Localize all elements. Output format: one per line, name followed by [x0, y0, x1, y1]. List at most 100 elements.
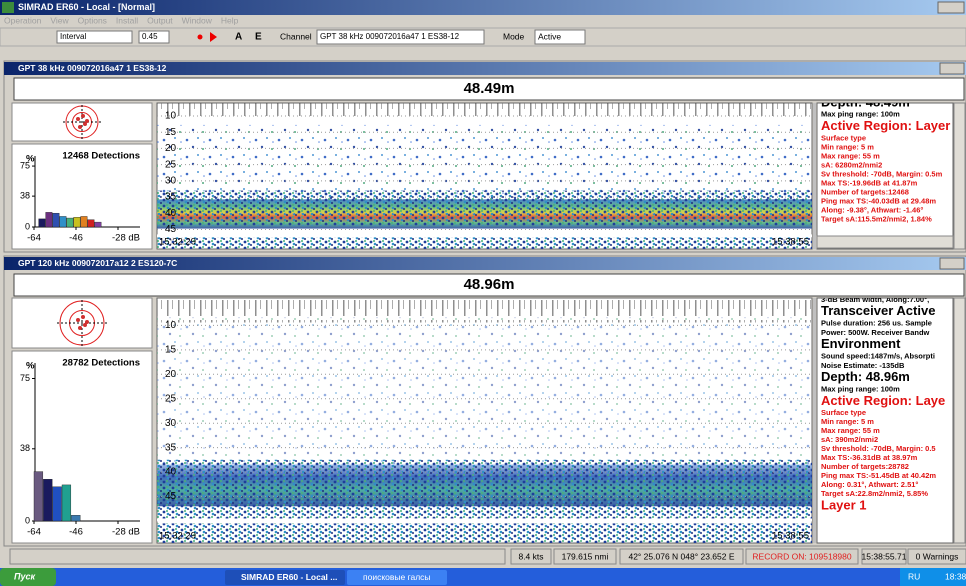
- target-dot: [85, 119, 89, 123]
- page: SIMRAD ER60 - Local - [Normal] Operation V…: [0, 0, 966, 586]
- interval-value: 0.45: [142, 32, 158, 41]
- window-title: SIMRAD ER60 - Local - [Normal]: [18, 2, 155, 12]
- depth-tick-label: 45: [165, 491, 177, 502]
- toolbar-button[interactable]: A: [235, 32, 242, 43]
- surface-echo: [157, 103, 812, 118]
- task-label: поисковые галсы: [363, 572, 431, 582]
- info-line: Along: 0.31°, Athwart: 2.51°: [821, 480, 918, 489]
- target-dot: [85, 320, 89, 324]
- echo-layer-texture: [157, 460, 812, 519]
- histogram-bar: [53, 213, 60, 227]
- depth-tick-label: 45: [165, 224, 177, 235]
- info-line: Target sA:115.5m2/nmi2, 1.84%: [821, 214, 932, 223]
- histogram-bar: [88, 220, 95, 227]
- channel: GPT 38 kHz 009072016a47 1 ES38-12: [320, 32, 460, 41]
- depth-tick-label: 35: [165, 192, 177, 203]
- subwindow-buttons[interactable]: [940, 258, 964, 269]
- window-buttons[interactable]: [938, 2, 964, 13]
- menu-item[interactable]: Operation: [4, 15, 42, 25]
- info-line: Number of targets:12468: [821, 187, 909, 196]
- task-label: SIMRAD ER60 - Local ...: [241, 572, 337, 582]
- record-button[interactable]: [198, 35, 203, 40]
- info-line: Min range: 5 m: [821, 142, 874, 151]
- histogram-bar: [95, 222, 102, 227]
- target-dot: [78, 326, 82, 330]
- x-tick-label: -64: [27, 527, 41, 538]
- depth-tick-label: 15: [165, 127, 177, 138]
- histogram-box: [12, 351, 152, 543]
- menu-item[interactable]: View: [50, 15, 69, 25]
- x-tick-label: -28 dB: [112, 527, 140, 538]
- histogram-bar: [43, 479, 52, 521]
- y-tick-label: 75: [20, 373, 30, 383]
- info-line: Ping max TS:-51.45dB at 40.42m: [821, 471, 936, 480]
- status-text: 8.4 kts: [518, 551, 543, 561]
- status-text: 0 Warnings: [916, 551, 959, 561]
- echo-speckle: [157, 318, 812, 477]
- target-dot: [76, 318, 80, 322]
- menu-item[interactable]: Options: [78, 15, 107, 25]
- info-line: Environment: [821, 336, 901, 351]
- info-hscrollbar[interactable]: [817, 236, 953, 248]
- depth-readout: 48.96m: [464, 276, 515, 293]
- target-dot: [81, 315, 85, 319]
- histogram-bar: [53, 487, 62, 521]
- end-time: 15:38:55: [772, 237, 809, 248]
- subwindow-buttons[interactable]: [940, 63, 964, 74]
- app-icon: [2, 2, 14, 13]
- info-line: Sound speed:1487m/s, Absorpti: [821, 351, 935, 360]
- menu-item[interactable]: Install: [116, 15, 138, 25]
- depth-tick-label: 30: [165, 176, 177, 187]
- bottom-line: [157, 519, 812, 522]
- bottom-echo: [157, 237, 812, 249]
- info-line: Min range: 5 m: [821, 417, 874, 426]
- info-line: Max TS:-19.96dB at 41.87m: [821, 178, 918, 187]
- interval: Interval: [60, 32, 86, 41]
- info-scrollbar[interactable]: [954, 103, 965, 249]
- y-axis-label: %: [26, 361, 35, 372]
- menu-item[interactable]: Window: [182, 15, 213, 25]
- info-line: Layer 1: [821, 497, 867, 512]
- depth-tick-label: 40: [165, 208, 177, 219]
- depth-tick-label: 25: [165, 393, 177, 404]
- depth-tick-label: 25: [165, 159, 177, 170]
- menu-item[interactable]: Help: [221, 15, 239, 25]
- echogram-scrollbar: [813, 298, 816, 543]
- depth-tick-label: 40: [165, 467, 177, 478]
- histogram-bar: [34, 472, 43, 521]
- info-line: Surface type: [821, 133, 866, 142]
- histogram-bar: [71, 515, 80, 521]
- echogram-scrollbar: [813, 103, 816, 249]
- start-time: 15:32:29: [159, 237, 196, 248]
- status-text: 179.615 nmi: [562, 551, 609, 561]
- histogram-bar: [39, 219, 46, 227]
- histogram-bar: [46, 212, 53, 227]
- start-label: Пуск: [14, 571, 35, 581]
- depth-tick-label: 35: [165, 442, 177, 453]
- y-tick-label: 38: [20, 191, 30, 201]
- info-scrollbar[interactable]: [954, 298, 965, 543]
- taskbar: [0, 568, 966, 586]
- histogram-bar: [81, 216, 88, 227]
- histogram-title: 28782 Detections: [62, 358, 140, 369]
- start-time: 15:32:29: [159, 531, 196, 542]
- info-line: Max range: 55 m: [821, 151, 880, 160]
- subwindow-title: GPT 38 kHz 009072016a47 1 ES38-12: [18, 63, 167, 73]
- status-text: RECORD ON: 109518980: [752, 551, 851, 561]
- status-text: 15:38:55.71: [862, 551, 907, 561]
- depth-tick-label: 10: [165, 320, 177, 331]
- histogram-bar: [74, 217, 81, 227]
- toolbar-button[interactable]: E: [255, 32, 262, 43]
- y-tick-label: 75: [20, 160, 30, 170]
- bottom-echo: [157, 523, 812, 543]
- histogram-bar: [60, 216, 67, 227]
- echo-layer-texture: [157, 191, 812, 226]
- target-dot: [78, 125, 82, 129]
- info-line: Active Region: Layer: [821, 118, 950, 133]
- histogram-bar: [67, 218, 74, 227]
- depth-tick-label: 30: [165, 418, 177, 429]
- menu-item[interactable]: Output: [147, 15, 173, 25]
- language: RU: [908, 571, 920, 581]
- info-line: Sv threshold: -70dB, Margin: 0.5: [821, 444, 936, 453]
- y-tick-label: 38: [20, 443, 30, 453]
